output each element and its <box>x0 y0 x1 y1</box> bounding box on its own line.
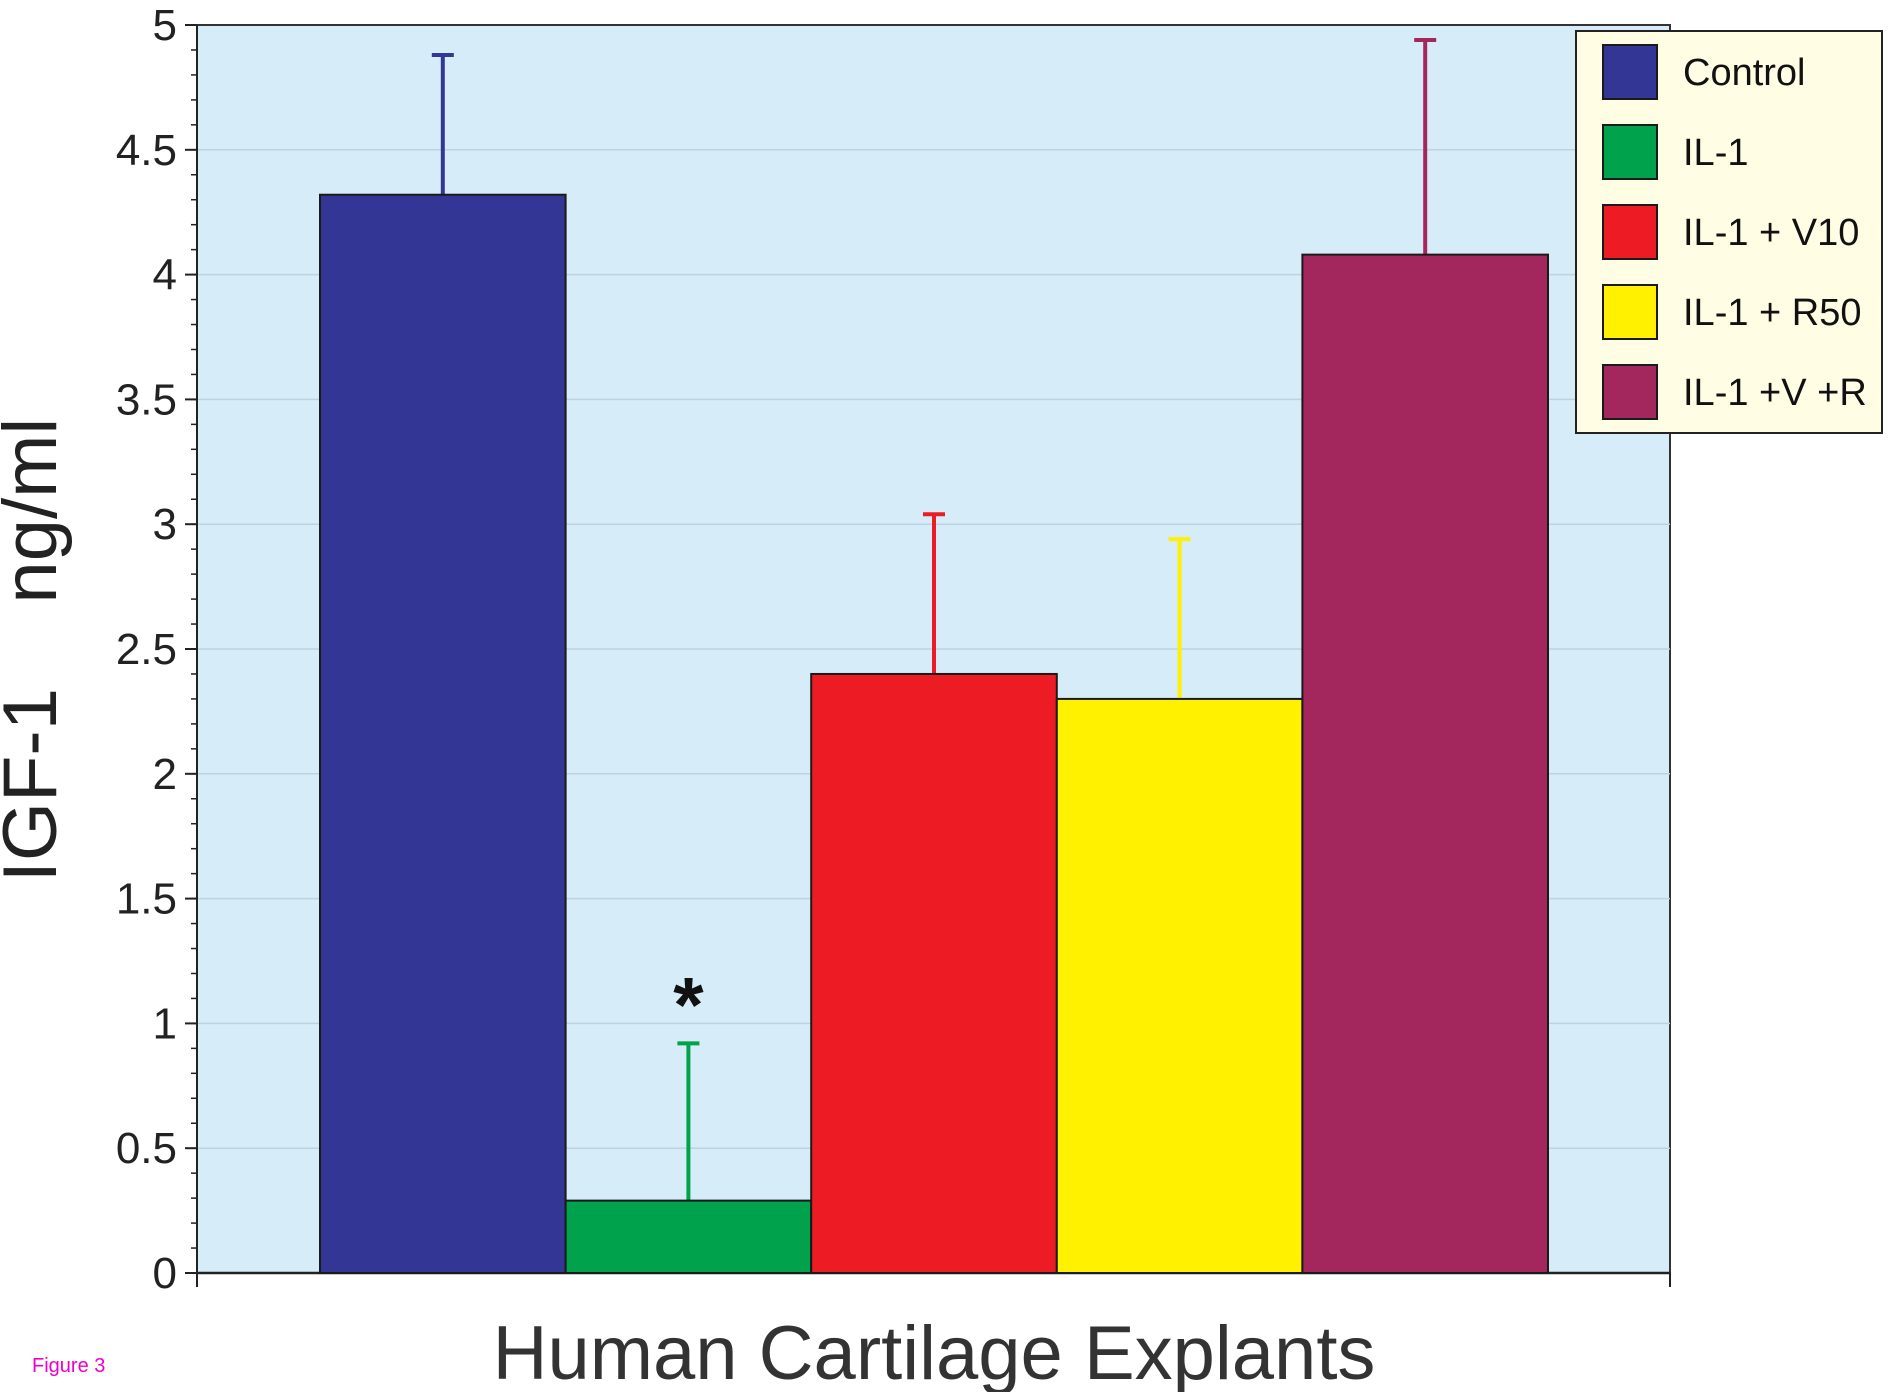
legend-swatch <box>1602 44 1658 100</box>
legend-swatch <box>1602 124 1658 180</box>
legend-label: IL-1 <box>1683 132 1748 174</box>
y-tick-label: 2 <box>153 750 177 799</box>
y-tick-label: 4.5 <box>116 126 177 175</box>
bar <box>319 193 567 1274</box>
legend-label: IL-1 + V10 <box>1683 212 1859 254</box>
bar <box>1055 697 1304 1274</box>
y-tick-label: 3.5 <box>116 375 177 424</box>
legend-label: Control <box>1683 52 1806 94</box>
legend-swatch <box>1602 204 1658 260</box>
significance-marker: * <box>673 960 704 1048</box>
y-tick-label: 1 <box>153 999 177 1048</box>
legend: Control IL-1 IL-1 + V10 IL-1 + R50 IL-1 +V +… <box>1575 30 1883 434</box>
y-tick-label: 0 <box>153 1249 177 1298</box>
bar <box>1301 253 1550 1274</box>
y-tick-label: 4 <box>153 251 177 300</box>
y-tick-label: 1.5 <box>116 875 177 924</box>
bar <box>564 1199 813 1274</box>
x-axis-label: Human Cartilage Explants <box>493 1311 1376 1392</box>
y-tick-label: 0.5 <box>116 1124 177 1173</box>
legend-label: IL-1 + R50 <box>1683 292 1862 334</box>
y-tick-label: 2.5 <box>116 625 177 674</box>
bars: * <box>319 37 1550 1274</box>
y-tick-label: 5 <box>153 1 177 50</box>
figure-label: Figure 3 <box>32 1355 105 1377</box>
legend-swatch <box>1602 284 1658 340</box>
y-axis-label: IGF-1 ng/ml <box>0 418 73 883</box>
y-tick-label: 3 <box>153 500 177 549</box>
bar <box>810 672 1058 1274</box>
legend-label: IL-1 +V +R <box>1683 372 1867 414</box>
legend-swatch <box>1602 364 1658 420</box>
